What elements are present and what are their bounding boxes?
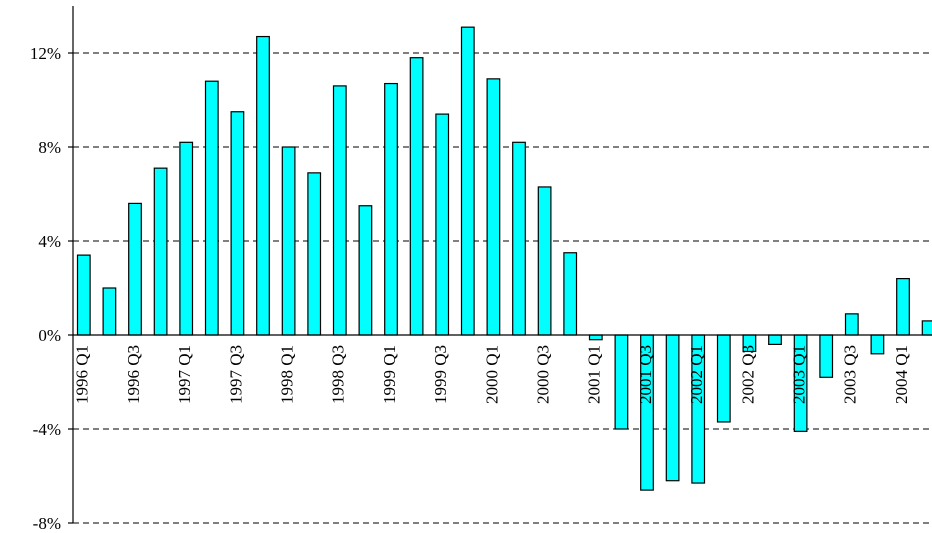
x-tick-label: 2002 Q3: [738, 345, 757, 404]
x-tick-label: 1996 Q1: [73, 345, 92, 404]
bar-2000-q2: [512, 141, 526, 336]
bar-1997-q3: [230, 111, 245, 336]
x-tick-label: 2001 Q3: [636, 345, 655, 404]
bar-1999-q1: [384, 82, 398, 336]
bar-2000-q1: [486, 78, 501, 336]
bar-2001-q2: [614, 334, 629, 430]
bar-1997-q2: [204, 80, 219, 336]
x-tick-label: 1998 Q1: [278, 345, 297, 404]
bar-2004-q2: [921, 320, 932, 336]
x-tick-label: 2003 Q3: [841, 345, 860, 404]
x-tick-label: 1998 Q3: [329, 345, 348, 404]
bar-2000-q4: [563, 252, 578, 336]
y-tick-label: 4%: [38, 232, 61, 251]
bar-1996-q2: [102, 287, 117, 336]
y-tick-label: 8%: [38, 138, 61, 157]
bar-2003-q3: [844, 313, 859, 336]
bar-1996-q1: [76, 254, 91, 336]
bar-1997-q1: [179, 141, 194, 336]
x-tick-label: 2002 Q1: [687, 345, 706, 404]
y-tick-label: 0%: [38, 326, 61, 345]
bar-1999-q4: [460, 26, 475, 336]
axis-layer: [68, 6, 932, 524]
bar-2001-q1: [588, 334, 603, 341]
bar-1998-q4: [358, 205, 373, 336]
bars-layer: [76, 26, 932, 491]
bar-1999-q3: [435, 113, 450, 336]
x-tick-labels: 1996 Q1 1996 Q3 1997 Q1 1997 Q3 1998 Q1 1998 …: [73, 345, 911, 404]
bar-2003-q4: [870, 334, 885, 355]
grid-layer: [73, 52, 932, 524]
bar-1998-q1: [281, 146, 296, 336]
x-tick-label: 1999 Q1: [380, 345, 399, 404]
x-tick-label: 1997 Q1: [175, 345, 194, 404]
x-tick-label: 1996 Q3: [124, 345, 143, 404]
y-tick-label: -8%: [33, 514, 61, 533]
bar-2004-q1: [896, 278, 910, 336]
y-tick-label: 12%: [30, 44, 61, 63]
x-tick-label: 2000 Q1: [482, 345, 501, 404]
x-tick-label: 2001 Q1: [585, 345, 604, 404]
bar-1998-q3: [332, 85, 347, 336]
bar-2002-q2: [716, 334, 731, 423]
bar-2001-q4: [665, 334, 680, 482]
bar-2000-q3: [537, 186, 552, 336]
x-tick-label: 2003 Q1: [790, 345, 809, 404]
y-tick-label: -4%: [33, 420, 61, 439]
bar-2003-q2: [819, 334, 834, 378]
bar-1998-q2: [307, 172, 322, 336]
bar-1999-q2: [409, 57, 424, 336]
bar-1997-q4: [256, 35, 270, 336]
bar-1996-q3: [128, 202, 142, 336]
x-tick-label: 2000 Q3: [534, 345, 553, 404]
bar-2002-q4: [768, 334, 782, 345]
x-tick-label: 1997 Q3: [226, 345, 245, 404]
bar-1996-q4: [153, 167, 168, 336]
x-tick-label: 1999 Q3: [431, 345, 450, 404]
y-tick-labels: 12% 8% 4% 0% -4% -8%: [30, 44, 61, 533]
x-tick-label: 2004 Q1: [892, 345, 911, 404]
